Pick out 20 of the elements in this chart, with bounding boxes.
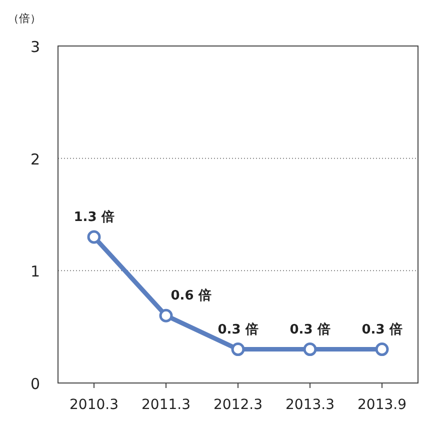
y-tick-label: 0 bbox=[30, 375, 40, 393]
data-label: 1.3 倍 bbox=[74, 208, 114, 225]
data-label: 0.3 倍 bbox=[290, 321, 330, 338]
point bbox=[87, 230, 101, 244]
data-label: 0.3 倍 bbox=[218, 321, 258, 338]
point bbox=[231, 342, 245, 356]
x-tick-label: 2010.3 bbox=[70, 397, 118, 413]
data-label: 0.6 倍 bbox=[170, 288, 212, 304]
point bbox=[303, 342, 317, 356]
point bbox=[159, 308, 173, 322]
x-tick-label: 2013.9 bbox=[358, 397, 406, 413]
y-tick-label: 3 bbox=[30, 38, 40, 56]
data-label: 0.3 倍 bbox=[362, 321, 402, 338]
x-tick-label: 2012.3 bbox=[214, 397, 262, 413]
y-tick-label: 1 bbox=[30, 262, 40, 281]
x-tick-label: 2011.3 bbox=[142, 397, 190, 413]
point bbox=[375, 342, 389, 356]
y-tick-label: 2 bbox=[30, 150, 40, 168]
x-tick-label: 2013.3 bbox=[286, 397, 334, 413]
y-axis-title: （倍） bbox=[8, 12, 41, 25]
